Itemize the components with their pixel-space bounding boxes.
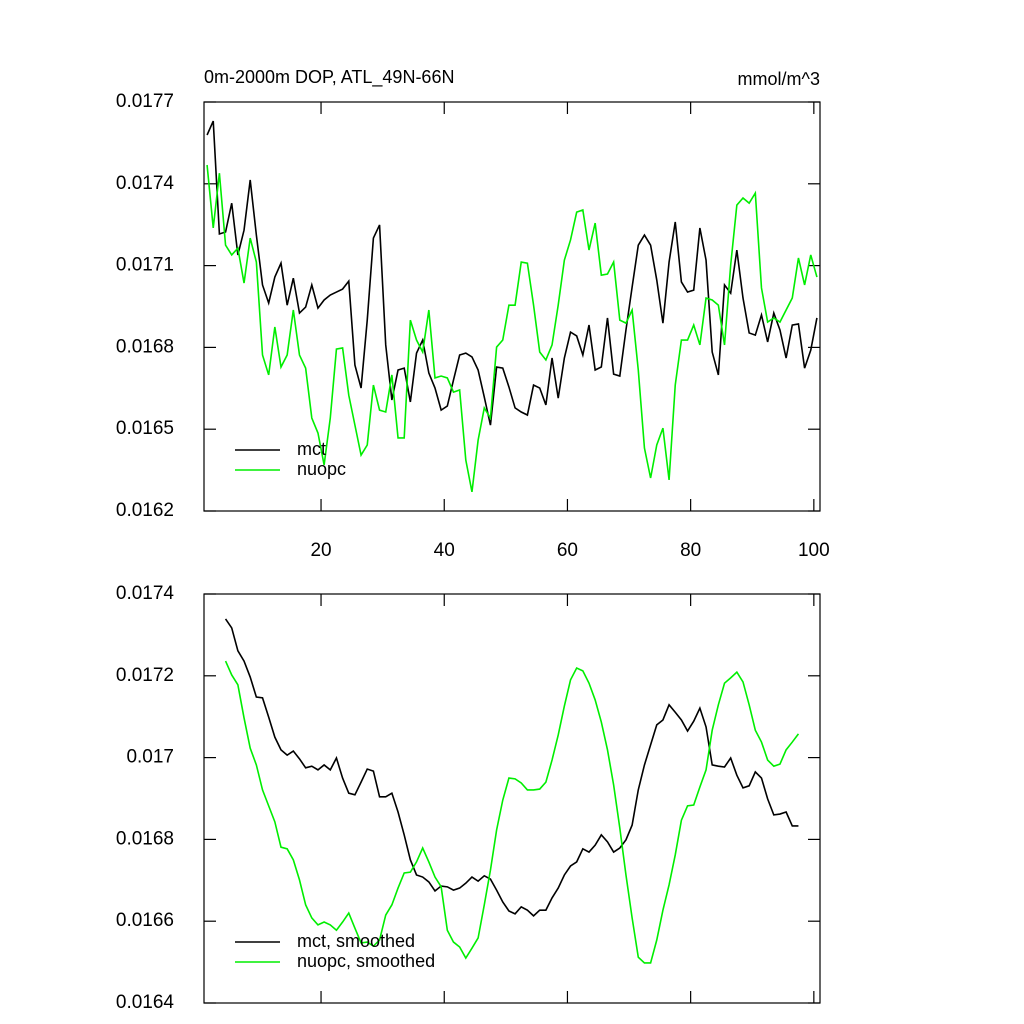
data-line	[206, 164, 818, 493]
plot-frame	[203, 593, 821, 1004]
y-tick-label: 0.017	[126, 747, 174, 768]
y-tick-label: 0.0165	[116, 418, 174, 439]
y-tick-label: 0.0172	[116, 665, 174, 686]
y-tick-label: 0.0168	[116, 828, 174, 849]
y-tick-label: 0.0174	[116, 583, 175, 604]
y-tick-label: 0.0177	[116, 91, 174, 112]
y-tick-label: 0.0162	[116, 500, 174, 521]
data-line	[224, 618, 799, 917]
y-tick-label: 0.0174	[116, 173, 175, 194]
legend-label: nuopc, smoothed	[297, 951, 435, 971]
plot-frame	[203, 101, 821, 512]
data-line	[206, 120, 818, 426]
y-tick-label: 0.0164	[116, 992, 175, 1013]
chart-title: 0m-2000m DOP, ATL_49N-66N	[204, 67, 454, 88]
units-label: mmol/m^3	[738, 69, 820, 89]
data-line	[224, 660, 800, 964]
y-tick-label: 0.0168	[116, 336, 174, 357]
legend-label: mct, smoothed	[297, 931, 415, 951]
legend-label: nuopc	[297, 459, 346, 479]
y-tick-label: 0.0171	[116, 255, 174, 276]
x-tick-label: 20	[310, 540, 331, 561]
x-tick-label: 80	[680, 540, 701, 561]
x-tick-label: 40	[434, 540, 455, 561]
y-tick-label: 0.0166	[116, 910, 174, 931]
x-tick-label: 60	[557, 540, 578, 561]
legend-label: mct	[297, 439, 326, 459]
x-tick-label: 100	[798, 540, 830, 561]
